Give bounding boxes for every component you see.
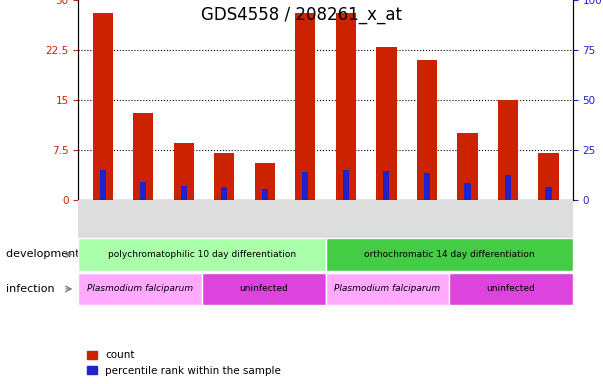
Bar <box>133 113 153 200</box>
Bar <box>174 143 194 200</box>
Bar <box>538 153 558 200</box>
Text: development stage: development stage <box>6 249 114 260</box>
Text: Plasmodium falciparum: Plasmodium falciparum <box>87 285 193 293</box>
Bar <box>498 100 518 200</box>
Bar <box>424 173 430 200</box>
Bar <box>295 13 315 200</box>
Text: polychromatophilic 10 day differentiation: polychromatophilic 10 day differentiatio… <box>108 250 296 259</box>
Bar <box>343 170 349 200</box>
Text: Plasmodium falciparum: Plasmodium falciparum <box>335 285 440 293</box>
Bar <box>181 186 187 200</box>
Bar <box>254 163 275 200</box>
Bar <box>99 170 106 200</box>
Bar <box>505 175 511 200</box>
Bar <box>93 13 113 200</box>
Text: orthochromatic 14 day differentiation: orthochromatic 14 day differentiation <box>364 250 534 259</box>
Bar <box>457 133 478 200</box>
Bar <box>464 183 470 200</box>
Text: infection: infection <box>6 284 55 294</box>
Bar <box>214 153 235 200</box>
Legend: count, percentile rank within the sample: count, percentile rank within the sample <box>84 348 285 379</box>
Bar <box>302 172 308 200</box>
Bar <box>417 60 437 200</box>
Text: uninfected: uninfected <box>487 285 535 293</box>
Bar <box>336 13 356 200</box>
Text: GDS4558 / 208261_x_at: GDS4558 / 208261_x_at <box>201 6 402 24</box>
Bar <box>376 46 397 200</box>
Text: uninfected: uninfected <box>239 285 288 293</box>
Bar <box>221 187 227 200</box>
Bar <box>262 189 268 200</box>
Bar <box>384 171 390 200</box>
Bar <box>140 182 147 200</box>
Bar <box>546 187 552 200</box>
